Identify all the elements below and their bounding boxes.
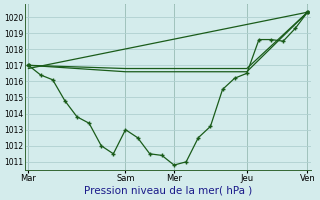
X-axis label: Pression niveau de la mer( hPa ): Pression niveau de la mer( hPa ) <box>84 186 252 196</box>
